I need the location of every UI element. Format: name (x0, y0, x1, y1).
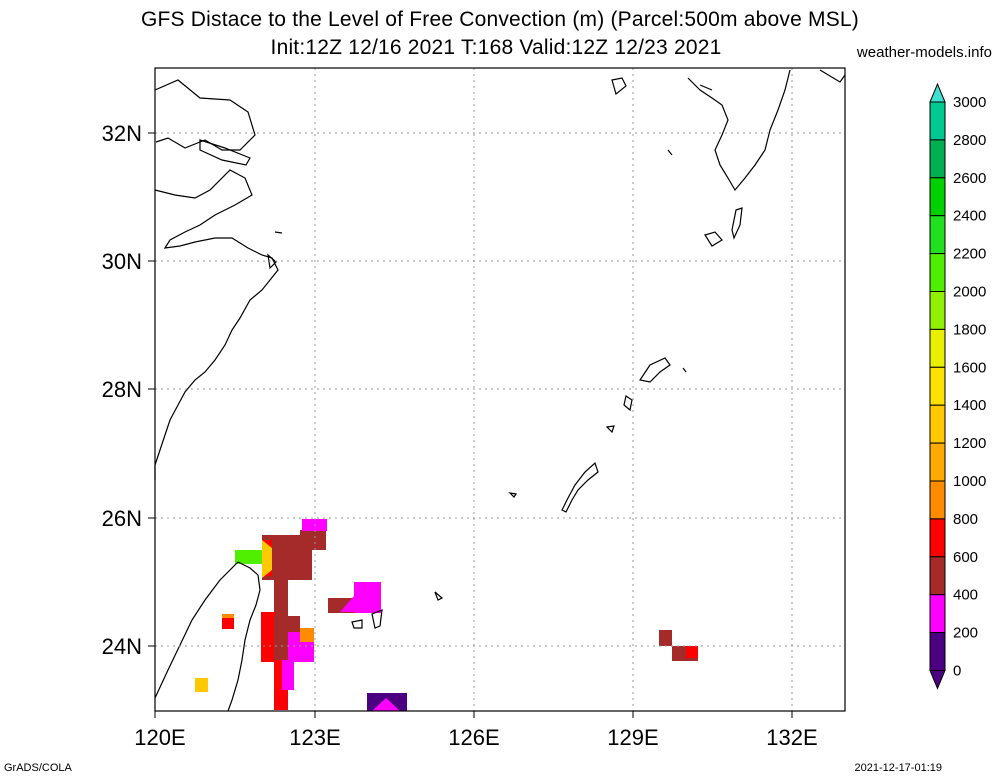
colorbar-label: 1200 (953, 435, 986, 452)
colorbar-label: 1000 (953, 473, 986, 490)
island (434, 591, 444, 601)
colorbar-label: 2600 (953, 170, 986, 187)
colorbar-label: 400 (953, 587, 978, 604)
island (819, 69, 846, 83)
lon-label: 132E (766, 725, 817, 750)
colorbar-swatch (929, 480, 946, 520)
colorbar-swatch (929, 404, 946, 444)
island (371, 609, 383, 629)
taiwan-coastline (154, 561, 261, 712)
colorbar-swatch (929, 632, 946, 671)
lon-label: 123E (289, 725, 340, 750)
colorbar-label: 1400 (953, 397, 986, 414)
colorbar-swatch (929, 101, 946, 141)
colorbar-swatch (929, 291, 946, 330)
island (667, 149, 673, 156)
okinawa-coastline (561, 461, 599, 513)
graticule (155, 68, 845, 711)
colorbar-label: 3000 (953, 94, 986, 111)
colorbar-label: 1800 (953, 321, 986, 338)
field-cell (300, 530, 326, 550)
map-title: GFS Distace to the Level of Free Convect… (141, 8, 859, 31)
island (704, 231, 723, 247)
colorbar-label: 2000 (953, 284, 986, 301)
field-cell (222, 614, 234, 618)
field-cell (340, 596, 354, 612)
lat-labels: 32N 30N 28N 26N 24N (102, 121, 142, 659)
lat-label: 30N (102, 249, 142, 274)
colorbar-swatch (929, 139, 946, 179)
field-cell (195, 678, 208, 692)
lat-label: 24N (102, 634, 142, 659)
lat-label: 28N (102, 377, 142, 402)
yangtze-outline (199, 139, 251, 166)
island (274, 231, 283, 234)
footer-timestamp: 2021-12-17-01:19 (854, 762, 942, 774)
island (623, 395, 633, 412)
field-layer (195, 519, 698, 711)
colorbar-label: 600 (953, 549, 978, 566)
colorbar-label: 2800 (953, 132, 986, 149)
island (351, 619, 363, 629)
map-subtitle: Init:12Z 12/16 2021 T:168 Valid:12Z 12/2… (270, 36, 722, 59)
colorbar-label: 2400 (953, 208, 986, 225)
field-cell (282, 660, 294, 690)
lat-label: 26N (102, 506, 142, 531)
lon-labels: 120E 123E 126E 129E 132E (134, 725, 817, 750)
field-cell (300, 628, 314, 642)
colorbar-top-arrow (929, 82, 946, 103)
amami-coastline (639, 357, 671, 383)
colorbar-swatch (929, 518, 946, 558)
field-cell (372, 698, 400, 711)
island (605, 425, 615, 434)
colorbar-bottom-arrow (929, 670, 946, 690)
colorbar-swatch (929, 556, 946, 596)
colorbar-swatch (929, 328, 946, 368)
field-cell (686, 646, 698, 658)
field-cell (222, 615, 234, 629)
lon-label: 120E (134, 725, 185, 750)
colorbar-label: 0 (953, 663, 961, 680)
lon-label: 126E (448, 725, 499, 750)
colorbar-label: 800 (953, 511, 978, 528)
colorbar-label: 1600 (953, 359, 986, 376)
china-coastline (154, 79, 256, 151)
colorbar-swatch (929, 177, 946, 217)
site-credit: weather-models.info (856, 44, 992, 61)
footer-software: GrADS/COLA (4, 762, 72, 774)
field-cell (354, 582, 381, 613)
colorbar-label: 200 (953, 625, 978, 642)
coastlines (154, 69, 846, 712)
island (682, 367, 687, 373)
colorbar-swatch (929, 366, 946, 406)
island (611, 77, 627, 96)
colorbar-swatch (929, 253, 946, 293)
colorbar-swatch (929, 594, 946, 634)
colorbar: 3000280026002400220020001800160014001200… (929, 82, 986, 690)
field-cell (235, 550, 263, 564)
lon-label: 129E (607, 725, 658, 750)
colorbar-swatch (929, 442, 946, 482)
axis-ticks (148, 132, 793, 718)
field-cell (659, 630, 672, 646)
island (731, 207, 743, 240)
colorbar-swatch (929, 215, 946, 255)
field-cell (274, 578, 288, 618)
lat-label: 32N (102, 121, 142, 146)
china-coastline-south (154, 169, 279, 480)
field-cell (261, 612, 275, 662)
island (508, 492, 518, 498)
colorbar-label: 2200 (953, 246, 986, 263)
field-cell (262, 540, 272, 578)
kyushu-coastline (687, 69, 791, 192)
